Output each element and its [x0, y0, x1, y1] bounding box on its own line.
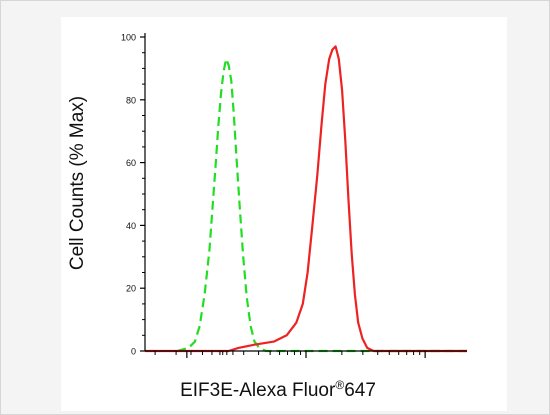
series-line-1 [176, 57, 467, 353]
y-axis-label: Cell Counts (% Max) [67, 96, 88, 270]
y-tick-label: 40 [126, 221, 136, 231]
histogram-chart: Cell Counts (% Max) EIF3E-Alexa Fluor®64… [67, 33, 467, 401]
x-axis-label-main: EIF3E-Alexa Fluor [180, 380, 336, 401]
axis-layer: Cell Counts (% Max) EIF3E-Alexa Fluor®64… [67, 33, 467, 401]
y-tick-label: 60 [126, 158, 136, 168]
plot-layer [145, 45, 467, 353]
x-axis-label: EIF3E-Alexa Fluor®647 [180, 378, 376, 401]
x-axis-label-sup: ® [335, 378, 344, 392]
y-tick-label: 20 [126, 284, 136, 294]
y-tick-label: 0 [131, 347, 136, 357]
y-tick-label: 80 [126, 95, 136, 105]
y-tick-label: 100 [121, 33, 136, 43]
x-axis-label-tail: 647 [344, 380, 376, 401]
chart-panel: Cell Counts (% Max) EIF3E-Alexa Fluor®64… [61, 17, 507, 411]
series-line-2 [145, 45, 467, 353]
